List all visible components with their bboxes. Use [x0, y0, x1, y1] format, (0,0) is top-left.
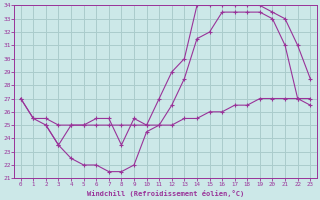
X-axis label: Windchill (Refroidissement éolien,°C): Windchill (Refroidissement éolien,°C): [87, 190, 244, 197]
